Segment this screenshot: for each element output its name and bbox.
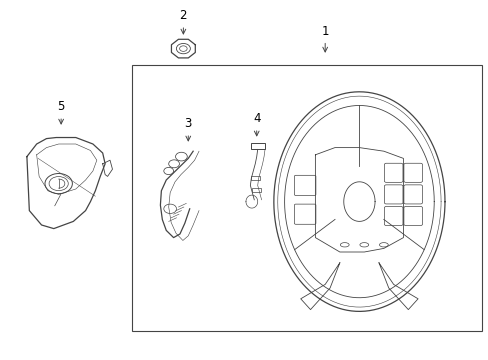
- Text: 2: 2: [179, 9, 187, 34]
- Text: 5: 5: [57, 100, 65, 124]
- Text: 4: 4: [252, 112, 260, 136]
- Text: 1: 1: [321, 25, 328, 52]
- Bar: [132, 65, 481, 331]
- Bar: [252, 188, 261, 192]
- Text: 3: 3: [184, 117, 192, 141]
- Bar: [251, 176, 260, 180]
- Bar: [250, 143, 264, 149]
